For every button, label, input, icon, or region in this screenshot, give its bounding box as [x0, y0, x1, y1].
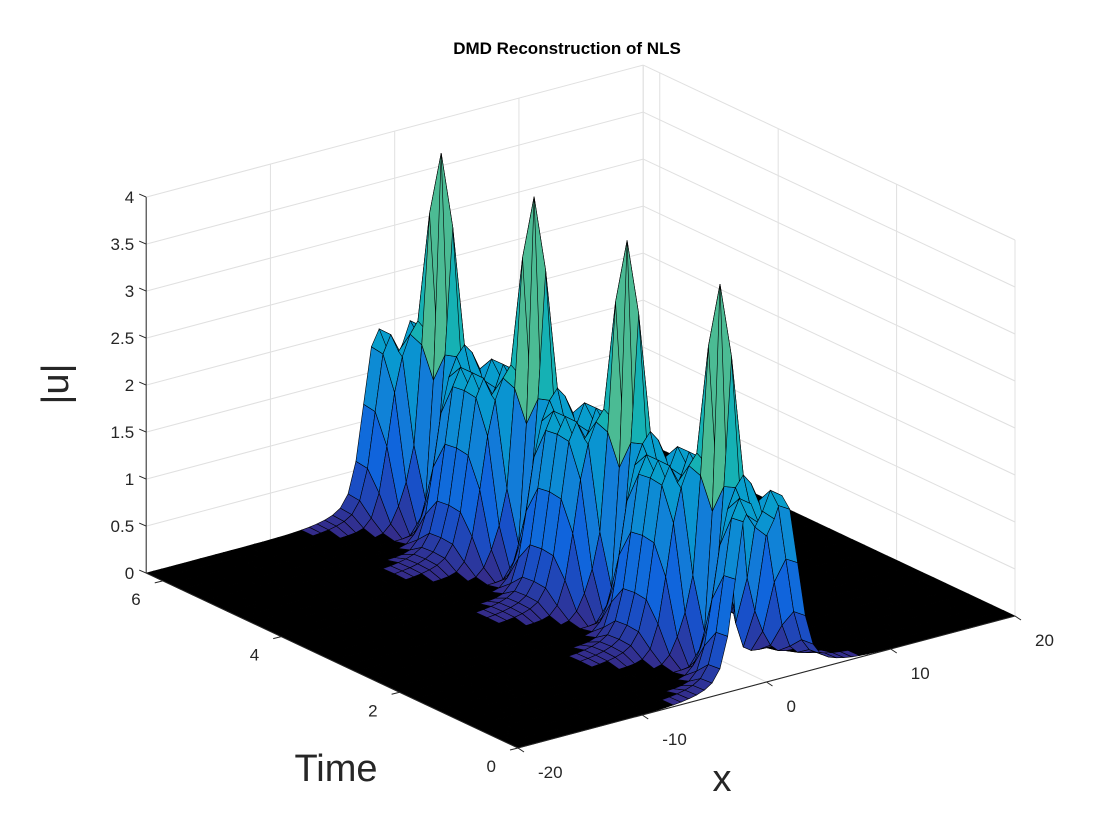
x-axis-label: x — [713, 758, 732, 800]
y-axis-label: Time — [294, 748, 377, 790]
y-axis-line — [145, 572, 519, 749]
y-tick-label: 0 — [487, 757, 496, 776]
y-tick-label: 6 — [131, 590, 140, 609]
grid-line — [642, 205, 1016, 382]
y-tick — [273, 636, 282, 640]
z-tick-label: 0 — [125, 564, 134, 583]
x-tick-label: -20 — [538, 763, 563, 782]
chart-title: DMD Reconstruction of NLS — [453, 39, 681, 58]
z-tick — [138, 522, 147, 527]
z-tick — [138, 381, 147, 386]
z-tick-label: 0.5 — [111, 517, 135, 536]
x-tick — [890, 648, 898, 654]
z-tick — [138, 287, 147, 292]
z-tick — [138, 428, 147, 433]
tick-labels: -20 -10 0 10 20 0 2 4 6 0 0.5 1 1.5 2 2.5 3 3.5 4 — [111, 188, 1054, 782]
z-tick-label: 1 — [125, 470, 134, 489]
z-tick — [138, 334, 147, 339]
x-tick — [1014, 615, 1022, 621]
z-tick-label: 3 — [125, 282, 134, 301]
z-tick-label: 3.5 — [111, 235, 135, 254]
y-tick — [391, 691, 400, 695]
surface-plot — [145, 152, 1016, 749]
x-tick-label: 20 — [1035, 631, 1054, 650]
z-tick — [138, 240, 147, 245]
grid-line — [642, 64, 1016, 241]
x-tick — [766, 681, 773, 687]
y-tick-label: 2 — [368, 701, 377, 720]
x-tick — [517, 747, 525, 753]
z-tick-label: 4 — [125, 188, 134, 207]
z-tick — [138, 475, 147, 480]
z-tick — [138, 193, 147, 198]
y-tick — [154, 580, 163, 584]
axes — [138, 193, 1022, 753]
x-tick-label: 0 — [787, 697, 796, 716]
grid-line — [642, 252, 1016, 429]
grid-line — [642, 158, 1016, 335]
y-tick — [509, 747, 519, 751]
grid-line — [642, 299, 1016, 476]
y-tick-label: 4 — [250, 646, 259, 665]
z-tick-label: 2.5 — [111, 329, 135, 348]
x-tick-label: 10 — [911, 664, 930, 683]
x-tick-label: -10 — [662, 730, 687, 749]
z-tick-label: 1.5 — [111, 423, 135, 442]
z-tick — [138, 569, 147, 574]
z-tick-label: 2 — [125, 376, 134, 395]
z-axis-label: |u| — [35, 364, 77, 405]
grid-line — [642, 111, 1016, 288]
x-tick — [641, 714, 649, 720]
